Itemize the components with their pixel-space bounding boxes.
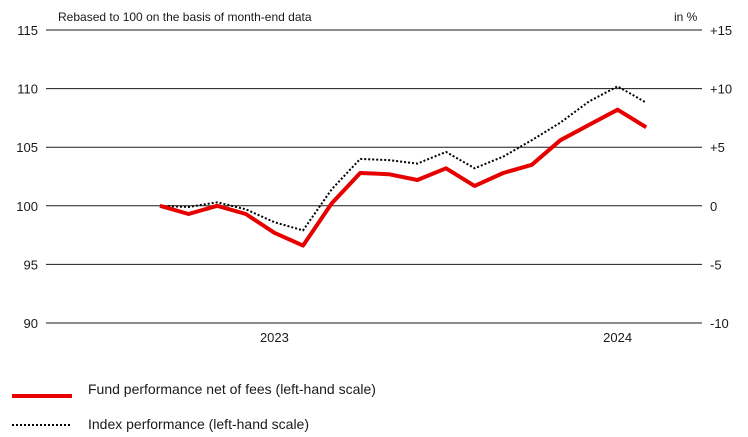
x-tick-label: 2024 (603, 330, 632, 345)
fund-performance-line (159, 107, 648, 248)
legend-item-fund: Fund performance net of fees (left-hand … (0, 378, 748, 402)
y2-tick-label: +15 (710, 23, 732, 38)
x-tick-label: 2023 (260, 330, 289, 345)
fund-legend-swatch (12, 394, 72, 398)
left-axis-ticks: 115 110 105 100 95 90 (16, 23, 38, 331)
y-tick-label: 110 (17, 82, 38, 97)
y2-tick-label: 0 (710, 199, 717, 214)
index-performance-line (159, 85, 647, 232)
x-axis-ticks: 2023 2024 (260, 330, 632, 345)
y2-tick-label: +10 (710, 82, 732, 97)
y-tick-label: 90 (24, 316, 38, 331)
gridlines (46, 29, 702, 324)
legend-label-fund: Fund performance net of fees (left-hand … (88, 381, 376, 397)
right-axis-unit: in % (674, 10, 698, 24)
legend-label-index: Index performance (left-hand scale) (88, 416, 309, 432)
y-tick-label: 100 (16, 199, 38, 214)
chart: 115 110 105 100 95 90 +15 +10 +5 0 -5 -10 2023 2024 (16, 23, 732, 345)
y2-tick-label: +5 (710, 140, 725, 155)
y-tick-label: 95 (24, 257, 38, 272)
series-lines (159, 85, 648, 248)
chart-subtitle: Rebased to 100 on the basis of month-end… (58, 10, 312, 24)
y2-tick-label: -5 (710, 257, 722, 272)
y-tick-label: 105 (16, 140, 38, 155)
y2-tick-label: -10 (710, 316, 729, 331)
y-tick-label: 115 (17, 23, 38, 38)
index-legend-swatch (12, 424, 72, 426)
legend-item-index: Index performance (left-hand scale) (0, 413, 748, 437)
right-axis-ticks: +15 +10 +5 0 -5 -10 (710, 23, 732, 331)
